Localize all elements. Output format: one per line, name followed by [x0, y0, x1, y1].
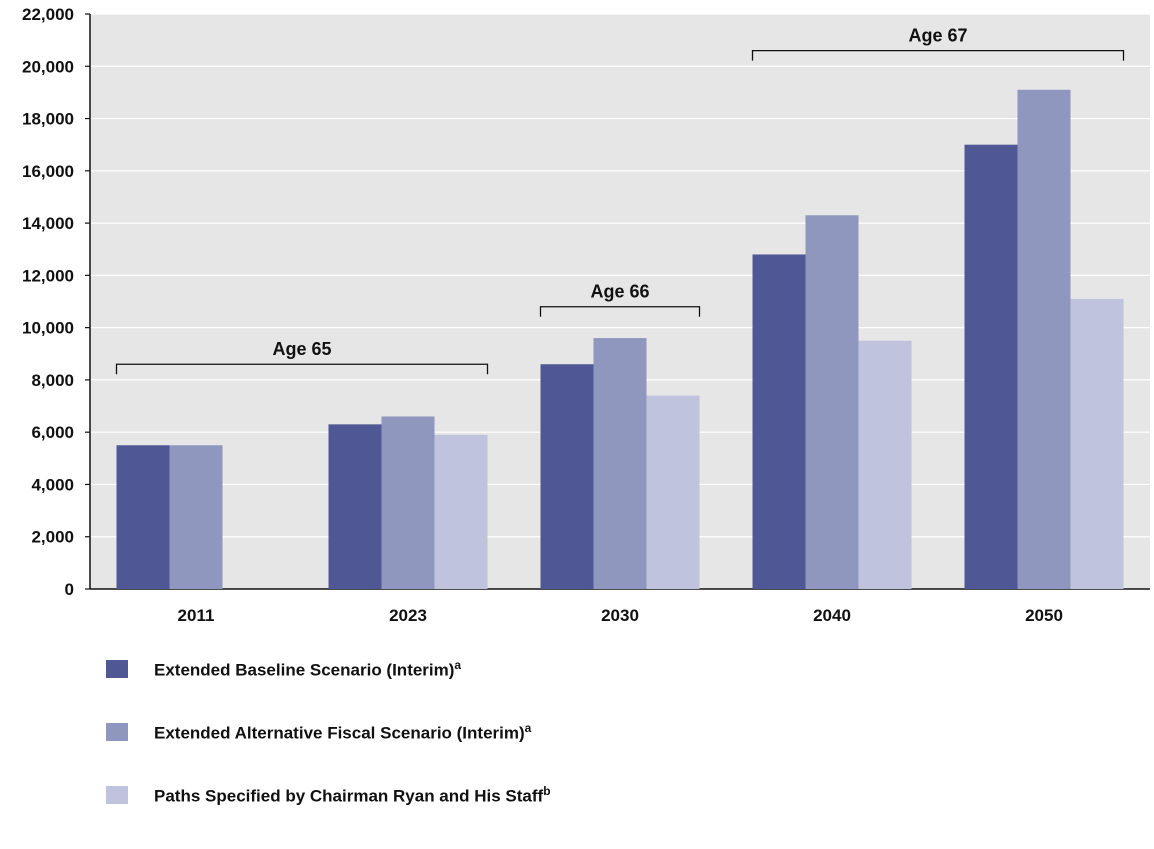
bar-s1-2023 [381, 416, 435, 589]
y-tick-label: 4,000 [31, 475, 74, 494]
age-label: Age 66 [590, 282, 649, 302]
age-label: Age 65 [272, 339, 331, 359]
bar-s1-2030 [593, 338, 647, 589]
legend-label-alternative: Extended Alternative Fiscal Scenario (In… [154, 723, 525, 743]
age-bracket [115, 363, 489, 375]
bar-s0-2050 [964, 144, 1018, 589]
age-label: Age 67 [908, 26, 967, 46]
age-bracket [751, 49, 1125, 61]
bar-s2-2023 [434, 434, 488, 589]
y-tick-label: 22,000 [22, 5, 74, 24]
y-tick-label: 16,000 [22, 162, 74, 181]
y-tick-label: 6,000 [31, 423, 74, 442]
legend-footnote-ryan: b [543, 784, 551, 798]
y-tick-label: 0 [65, 580, 74, 599]
x-tick-label: 2023 [389, 606, 427, 625]
bar-s1-2011 [169, 445, 223, 589]
x-tick-label: 2050 [1025, 606, 1063, 625]
y-tick-label: 10,000 [22, 319, 74, 338]
bar-s2-2040 [858, 340, 912, 589]
legend-label-baseline: Extended Baseline Scenario (Interim) [154, 660, 455, 680]
legend-footnote-baseline: a [454, 658, 462, 672]
x-tick-label: 2040 [813, 606, 851, 625]
bar-s0-2011 [116, 445, 170, 589]
y-tick-label: 12,000 [22, 266, 74, 285]
y-tick-label: 18,000 [22, 110, 74, 129]
x-tick-label: 2030 [601, 606, 639, 625]
legend-swatch-alternative [106, 723, 128, 741]
x-tick-label: 2011 [178, 606, 215, 625]
legend-label-ryan: Paths Specified by Chairman Ryan and His… [154, 786, 544, 806]
y-tick-label: 20,000 [22, 57, 74, 76]
y-tick-label: 14,000 [22, 214, 74, 233]
chart: 0 2,000 4,000 6,000 8,000 10,000 12,000 14,000 1… [22, 5, 1150, 625]
bar-s1-2050 [1017, 89, 1071, 589]
y-tick-label: 8,000 [31, 371, 74, 390]
bar-s0-2040 [752, 254, 806, 590]
bar-s1-2040 [805, 215, 859, 589]
legend-swatch-baseline [106, 660, 128, 678]
legend-swatch-ryan [106, 786, 128, 804]
legend-footnote-alternative: a [524, 721, 532, 735]
bar-s2-2030 [646, 395, 700, 589]
bar-s0-2030 [540, 364, 594, 589]
bar-s0-2023 [328, 424, 382, 589]
age-bracket [539, 306, 701, 317]
bar-s2-2050 [1070, 298, 1124, 589]
y-tick-label: 2,000 [31, 528, 74, 547]
